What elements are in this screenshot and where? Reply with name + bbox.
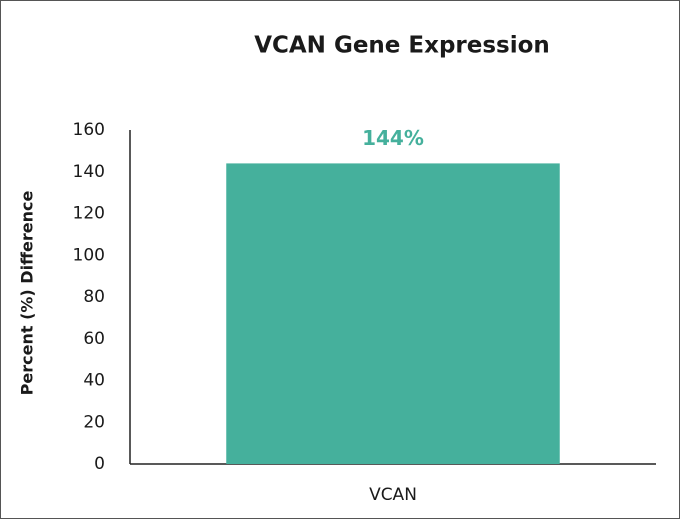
- y-axis-label: Percent (%) Difference: [18, 191, 37, 396]
- y-tick-label: 100: [73, 245, 105, 265]
- y-tick-label: 120: [73, 204, 105, 224]
- y-tick-label: 0: [94, 454, 105, 474]
- y-tick-label: 160: [73, 120, 105, 140]
- chart-title: VCAN Gene Expression: [254, 33, 550, 59]
- y-tick-label: 60: [83, 329, 105, 349]
- y-tick-label: 140: [73, 162, 105, 182]
- bar: [226, 163, 560, 464]
- y-tick-label: 20: [83, 412, 105, 432]
- x-tick-label: VCAN: [369, 485, 417, 505]
- y-tick-label: 40: [83, 371, 105, 391]
- data-label: 144%: [362, 126, 424, 150]
- y-tick-label: 80: [83, 287, 105, 307]
